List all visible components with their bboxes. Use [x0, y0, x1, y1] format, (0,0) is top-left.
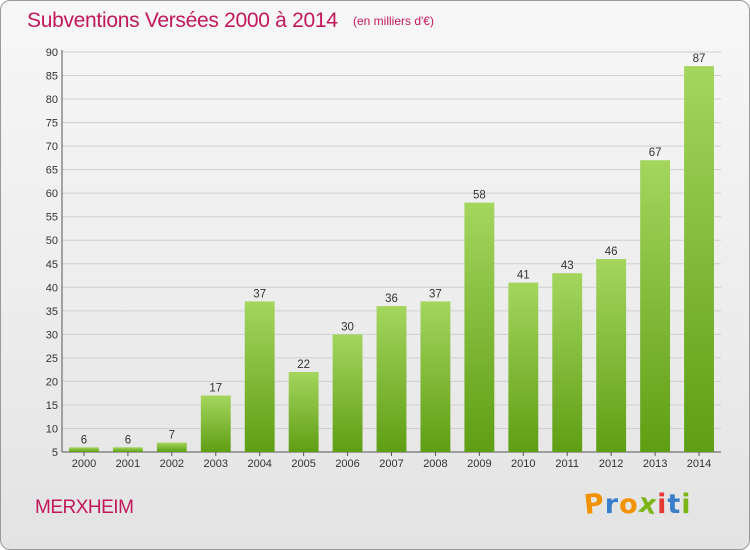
y-tick-label: 30 — [46, 329, 58, 341]
bar — [376, 306, 407, 452]
logo-letter: o — [619, 489, 639, 520]
data-label: 58 — [473, 190, 486, 202]
data-label: 6 — [81, 434, 87, 446]
bar — [200, 395, 231, 452]
bar — [288, 372, 319, 452]
data-label: 67 — [649, 147, 662, 159]
logo-letter: P — [582, 487, 607, 522]
y-tick-label: 10 — [46, 423, 58, 435]
x-tick-label: 2010 — [511, 458, 535, 470]
bar — [640, 160, 671, 452]
x-tick-label: 2002 — [160, 458, 184, 470]
data-label: 87 — [693, 53, 706, 65]
x-tick-label: 2000 — [72, 458, 96, 470]
bar — [508, 282, 539, 452]
logo-letter: r — [604, 489, 620, 520]
y-tick-label: 70 — [46, 141, 58, 153]
commune-name: MERXHEIM — [35, 497, 134, 518]
data-label: 17 — [209, 383, 222, 395]
y-tick-label: 5 — [52, 447, 58, 459]
x-tick-label: 2007 — [379, 458, 403, 470]
chart-title: Subventions Versées 2000 à 2014 — [27, 9, 338, 32]
y-tick-label: 25 — [46, 353, 58, 365]
logo-letter: i — [681, 489, 692, 520]
y-tick-label: 35 — [46, 306, 58, 318]
bars — [69, 66, 714, 452]
bar — [596, 259, 627, 452]
x-tick-label: 2004 — [247, 458, 271, 470]
y-tick-label: 65 — [46, 165, 58, 177]
proxiti-logo[interactable]: Proxiti — [582, 487, 692, 522]
bar — [332, 334, 363, 452]
chart-subtitle: (en milliers d'€) — [353, 14, 434, 28]
x-tick-label: 2005 — [291, 458, 315, 470]
x-tick-label: 2009 — [467, 458, 491, 470]
y-tick-label: 60 — [46, 188, 58, 200]
data-label: 46 — [605, 246, 618, 258]
x-tick-label: 2014 — [687, 458, 711, 470]
data-label: 7 — [169, 430, 175, 442]
logo-letter: t — [667, 489, 682, 520]
x-tick-label: 2006 — [335, 458, 359, 470]
x-tick-label: 2013 — [643, 458, 667, 470]
data-label: 22 — [297, 359, 310, 371]
y-tick-label: 50 — [46, 235, 58, 247]
bar — [552, 273, 583, 452]
logo-letter: i — [657, 489, 668, 520]
data-label: 36 — [385, 293, 398, 305]
data-label: 6 — [125, 434, 131, 446]
x-tick-label: 2011 — [555, 458, 579, 470]
y-tick-label: 80 — [46, 94, 58, 106]
y-tick-label: 40 — [46, 282, 58, 294]
bar — [464, 202, 495, 452]
y-tick-label: 20 — [46, 376, 58, 388]
y-tick-label: 75 — [46, 118, 58, 130]
data-label: 41 — [517, 270, 530, 282]
y-tick-label: 45 — [46, 259, 58, 271]
y-tick-label: 85 — [46, 71, 58, 83]
bar — [112, 447, 143, 452]
y-tick-label: 15 — [46, 400, 58, 412]
x-tick-label: 2001 — [116, 458, 140, 470]
bar — [69, 447, 99, 452]
x-tick-label: 2012 — [599, 458, 623, 470]
x-tick-label: 2008 — [423, 458, 447, 470]
data-label: 37 — [253, 288, 266, 300]
bar — [684, 66, 714, 452]
y-tick-label: 55 — [46, 212, 58, 224]
data-label: 37 — [429, 288, 442, 300]
x-tick-label: 2003 — [204, 458, 228, 470]
bar — [156, 442, 187, 452]
y-tick-label: 90 — [46, 47, 58, 59]
bar — [244, 301, 275, 452]
data-label: 43 — [561, 260, 574, 272]
bar — [420, 301, 451, 452]
data-label: 30 — [341, 321, 354, 333]
